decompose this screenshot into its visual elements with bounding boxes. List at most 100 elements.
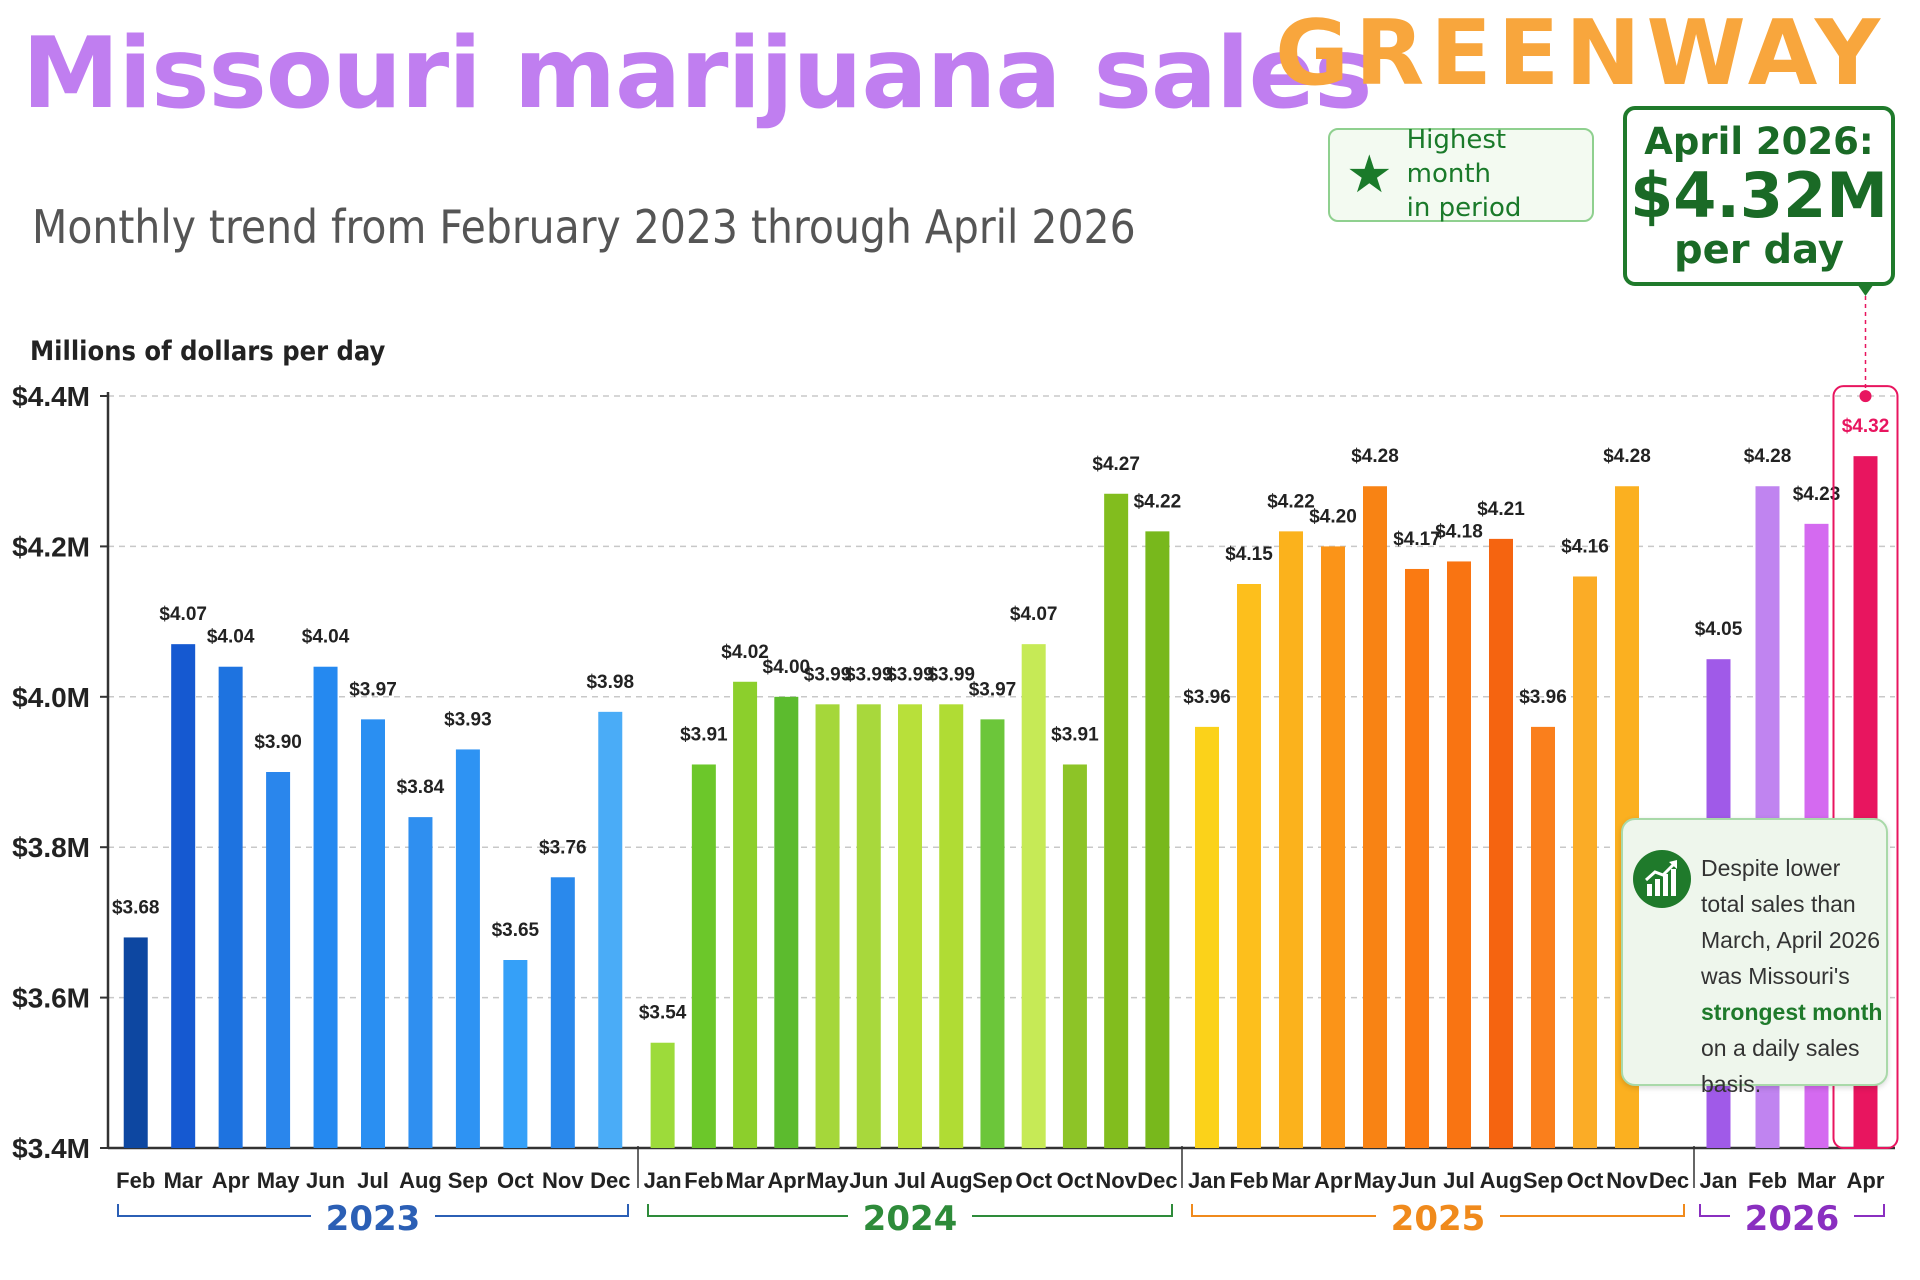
x-tick-label: Sep [448, 1168, 488, 1193]
x-tick-label: Jul [1443, 1168, 1475, 1193]
bar [503, 960, 528, 1148]
note-text-highlight: strongest month [1701, 999, 1883, 1025]
x-tick-label: Aug [399, 1168, 442, 1193]
data-label: $3.65 [492, 920, 540, 941]
year-label: 2026 [1745, 1199, 1840, 1239]
x-tick-label: Mar [164, 1168, 204, 1193]
highlight-month: April 2026: [1644, 120, 1874, 163]
data-label: $3.96 [1183, 687, 1231, 708]
y-axis-title: Millions of dollars per day [30, 336, 386, 367]
bar [1279, 531, 1303, 1148]
y-tick-label: $3.8M [12, 832, 90, 863]
x-tick-label: Dec [590, 1168, 630, 1193]
x-tick-label: Jul [894, 1168, 926, 1193]
x-tick-label: Aug [930, 1168, 973, 1193]
year-bracket-right [435, 1204, 629, 1217]
peak-marker-dot [1859, 390, 1872, 403]
data-label: $3.99 [845, 664, 893, 685]
bar [1145, 531, 1170, 1148]
bar [1573, 576, 1597, 1148]
y-tick-label: $4.4M [12, 381, 90, 412]
year-bracket-left [1699, 1204, 1730, 1217]
x-tick-label: Oct [1057, 1168, 1094, 1193]
x-tick-label: Aug [1480, 1168, 1523, 1193]
year-bracket-right [1854, 1204, 1885, 1217]
data-label: $4.28 [1351, 446, 1399, 467]
data-label: $4.28 [1603, 446, 1651, 467]
data-label: $4.00 [763, 657, 811, 678]
bar [1195, 726, 1219, 1148]
bar [733, 681, 758, 1148]
data-label: $4.22 [1267, 491, 1315, 512]
x-tick-label: May [806, 1168, 850, 1193]
bar [939, 704, 964, 1148]
bar [550, 877, 575, 1148]
bar [1405, 568, 1429, 1148]
data-label: $3.99 [804, 664, 852, 685]
data-label: $3.76 [539, 837, 587, 858]
bar [1447, 561, 1471, 1148]
bar [408, 817, 433, 1148]
year-label: 2024 [863, 1199, 958, 1239]
x-tick-label: Feb [684, 1168, 723, 1193]
bar [1489, 538, 1513, 1148]
x-tick-label: Nov [542, 1168, 584, 1193]
highlight-value: $4.32M [1630, 158, 1888, 232]
data-label: $4.23 [1793, 484, 1841, 505]
data-label: $4.21 [1477, 499, 1525, 520]
data-label: $3.90 [254, 732, 302, 753]
bar [598, 711, 623, 1148]
year-bracket-right [1500, 1204, 1685, 1217]
bar [1062, 764, 1087, 1148]
bar [171, 644, 196, 1148]
highlight-callout: April 2026: $4.32M per day [1623, 106, 1895, 286]
bar [650, 1042, 675, 1148]
data-label: $4.07 [1010, 604, 1058, 625]
x-tick-label: Nov [1095, 1168, 1137, 1193]
x-tick-label: Mar [1271, 1168, 1311, 1193]
callout-pointer [1858, 286, 1873, 296]
x-tick-label: Apr [767, 1168, 805, 1193]
y-tick-label: $4.0M [12, 682, 90, 713]
badge-line-2: in period [1406, 192, 1522, 223]
annotation-note: Despite lower total sales than March, Ap… [1621, 818, 1888, 1097]
data-label: $4.16 [1561, 536, 1609, 557]
x-tick-label: Jun [849, 1168, 888, 1193]
x-tick-label: Oct [1015, 1168, 1052, 1193]
bar [1104, 493, 1129, 1148]
data-label: $3.91 [680, 724, 728, 745]
year-bracket-left [1191, 1204, 1376, 1217]
bar [218, 666, 243, 1148]
data-label: $3.68 [112, 897, 160, 918]
data-label: $4.05 [1695, 619, 1743, 640]
x-tick-label: Apr [1314, 1168, 1352, 1193]
x-tick-label: Feb [1748, 1168, 1787, 1193]
x-tick-label: Jun [1397, 1168, 1436, 1193]
data-label: $3.97 [349, 679, 397, 700]
bar [691, 764, 716, 1148]
x-tick-label: May [257, 1168, 301, 1193]
year-label: 2025 [1391, 1199, 1486, 1239]
data-label: $4.04 [207, 627, 255, 648]
note-text-2: on a daily sales basis. [1701, 1035, 1860, 1097]
bar [1321, 546, 1345, 1148]
highlight-unit: per day [1674, 226, 1844, 273]
bar [361, 719, 385, 1148]
x-tick-label: Jan [1188, 1168, 1226, 1193]
x-tick-label: Dec [1649, 1168, 1689, 1193]
x-tick-label: Mar [726, 1168, 766, 1193]
y-tick-label: $4.2M [12, 531, 90, 562]
bar [313, 666, 338, 1148]
data-label: $4.20 [1309, 506, 1357, 527]
x-tick-label: Feb [1229, 1168, 1268, 1193]
x-tick-label: Oct [1567, 1168, 1604, 1193]
x-tick-label: Nov [1606, 1168, 1648, 1193]
data-label: $3.98 [586, 672, 634, 693]
x-tick-label: Oct [497, 1168, 534, 1193]
note-text-1: Despite lower total sales than March, Ap… [1701, 855, 1880, 989]
badge-text: Highest month in period [1407, 124, 1592, 225]
bar [123, 937, 148, 1148]
bar [815, 704, 840, 1148]
year-bracket-left [117, 1204, 311, 1217]
